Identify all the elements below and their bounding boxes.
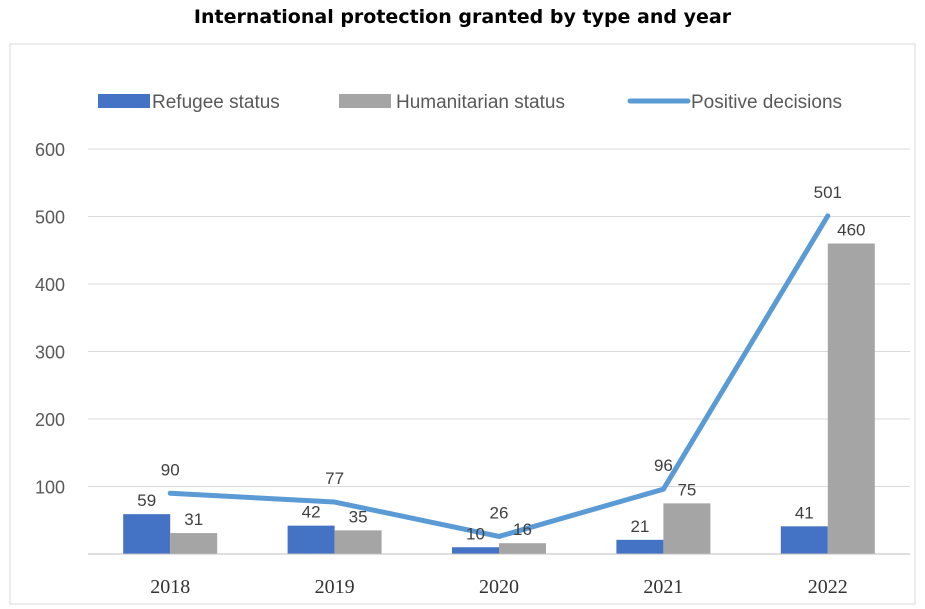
x-tick-label: 2020 — [479, 576, 519, 598]
data-label: 41 — [795, 503, 814, 522]
bar — [334, 530, 382, 554]
data-label: 21 — [630, 517, 649, 536]
line-series — [167, 213, 831, 539]
data-labels: 59 42 10 21 41 31 35 16 75 460 90 77 26 96 501 — [137, 183, 865, 543]
bar — [452, 547, 499, 554]
data-label: 90 — [161, 460, 180, 479]
y-tick-label: 100 — [35, 478, 65, 498]
bar — [663, 503, 711, 554]
data-label: 16 — [513, 520, 532, 539]
data-label: 460 — [837, 221, 865, 240]
x-tick-label: 2018 — [150, 576, 190, 598]
bar — [170, 533, 218, 554]
bar — [616, 539, 664, 554]
data-label: 35 — [349, 507, 368, 526]
legend-label: Positive decisions — [691, 92, 842, 113]
bar-group — [123, 243, 875, 554]
x-tick-label: 2022 — [808, 576, 848, 598]
y-tick-label: 600 — [35, 140, 65, 160]
chart-border — [9, 43, 916, 605]
y-tick-label: 400 — [35, 275, 65, 295]
legend-swatch — [339, 94, 391, 108]
chart-title: International protection granted by type… — [193, 6, 732, 28]
data-label: 77 — [325, 469, 344, 488]
data-label: 26 — [490, 503, 509, 522]
x-tick-label: 2019 — [315, 576, 355, 598]
legend-label: Refugee status — [152, 92, 280, 113]
data-label: 75 — [677, 480, 696, 499]
data-label: 10 — [466, 524, 485, 543]
bar — [123, 514, 171, 554]
y-tick-label: 200 — [35, 410, 65, 430]
axes: 100 200 300 400 500 600 2018 2019 2020 2021 2022 — [35, 140, 910, 598]
series-line — [167, 213, 831, 539]
gridlines — [88, 148, 910, 487]
bar — [827, 243, 875, 554]
bar — [780, 526, 828, 554]
legend: Refugee status Humanitarian status Positiv… — [98, 92, 842, 113]
data-label: 31 — [184, 510, 203, 529]
data-label: 501 — [814, 183, 842, 202]
legend-label: Humanitarian status — [396, 92, 565, 113]
bar — [287, 525, 335, 554]
data-label: 59 — [137, 491, 156, 510]
legend-swatch — [98, 94, 150, 108]
x-tick-label: 2021 — [643, 576, 683, 598]
data-label: 96 — [654, 456, 673, 475]
y-tick-label: 300 — [35, 343, 65, 363]
y-tick-label: 500 — [35, 208, 65, 228]
data-label: 42 — [302, 503, 321, 522]
bar — [499, 543, 546, 554]
